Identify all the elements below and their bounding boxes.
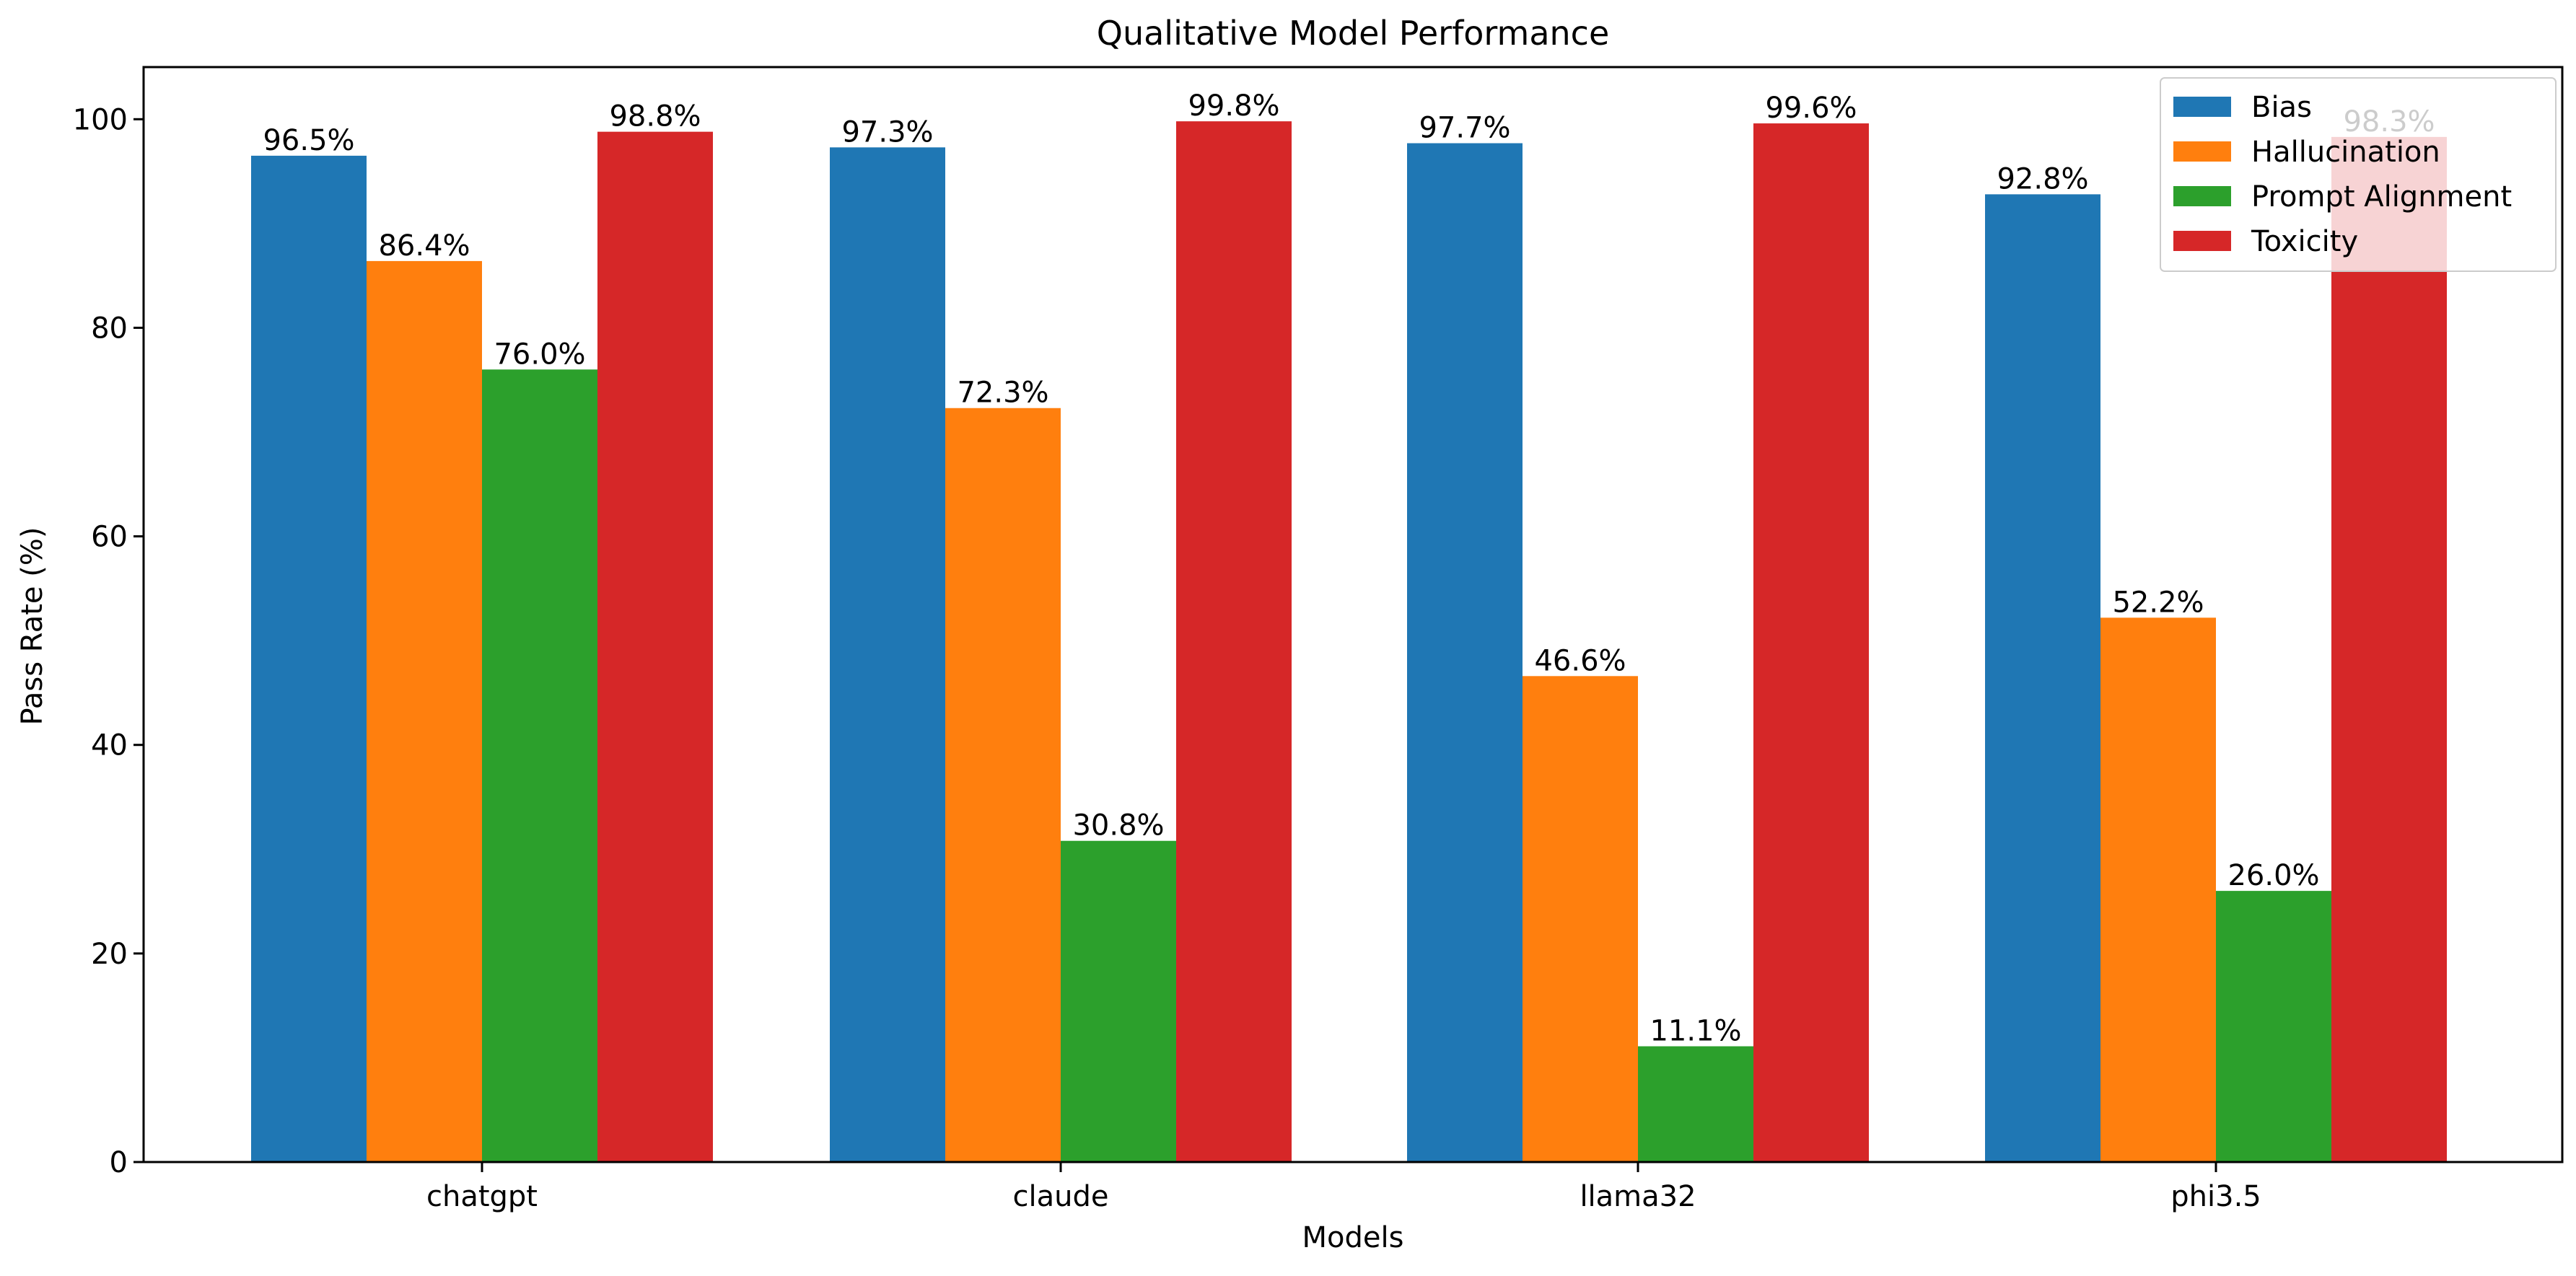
bar-chatgpt-hallucination xyxy=(367,260,482,1163)
x-tick-label: llama32 xyxy=(1580,1180,1696,1213)
bar-value-label: 86.4% xyxy=(378,229,470,263)
legend-label: Bias xyxy=(2251,91,2312,124)
y-tick-label: 0 xyxy=(110,1146,128,1179)
bar-llama32-hallucination xyxy=(1523,676,1638,1162)
bar-claude-hallucination xyxy=(945,408,1061,1163)
bar-labels-layer: 96.5% 97.3% 97.7% 92.8% 86.4% 72.3% 46.6% 52.2%… xyxy=(263,89,2435,1047)
legend-swatch-toxicity xyxy=(2173,231,2231,251)
legend-label: Hallucination xyxy=(2251,136,2440,169)
bar-value-label: 96.5% xyxy=(263,124,354,157)
bar-value-label: 30.8% xyxy=(1072,809,1164,842)
bar-phi3-5-hallucination xyxy=(2100,617,2216,1162)
plot-frame xyxy=(142,66,2564,1163)
y-tick-label: 60 xyxy=(91,521,128,554)
bars-layer xyxy=(251,121,2447,1163)
bar-value-label: 97.7% xyxy=(1419,112,1510,145)
bar-phi3-5-prompt-alignment xyxy=(2216,891,2331,1162)
x-axis-label: Models xyxy=(1302,1221,1404,1254)
bar-phi3-5-bias xyxy=(1985,194,2100,1162)
y-tick-label: 100 xyxy=(73,103,128,136)
bar-chatgpt-prompt-alignment xyxy=(482,369,597,1163)
bar-value-label: 99.8% xyxy=(1188,89,1279,123)
bar-chatgpt-bias xyxy=(251,155,367,1162)
bar-value-label: 52.2% xyxy=(2112,586,2204,619)
bar-claude-prompt-alignment xyxy=(1061,840,1176,1162)
x-axis-ticks: chatgpt claude llama32 phi3.5 xyxy=(426,1162,2261,1213)
bar-value-label: 92.8% xyxy=(1997,162,2088,195)
legend-label: Toxicity xyxy=(2251,225,2358,258)
bar-llama32-toxicity xyxy=(1753,123,1869,1162)
y-tick-label: 80 xyxy=(91,312,128,345)
bar-value-label: 76.0% xyxy=(494,338,585,371)
bar-value-label: 11.1% xyxy=(1650,1015,1741,1048)
legend-swatch-hallucination xyxy=(2173,141,2231,162)
bar-value-label: 72.3% xyxy=(957,377,1048,410)
x-tick-label: claude xyxy=(1013,1180,1109,1213)
legend: Bias Hallucination Prompt Alignment Toxicit… xyxy=(2160,77,2557,272)
bar-value-label: 26.0% xyxy=(2227,859,2319,892)
legend-box xyxy=(2160,77,2557,272)
legend-swatch-prompt-alignment xyxy=(2173,186,2231,206)
bar-llama32-bias xyxy=(1407,143,1523,1163)
bar-value-label: 99.6% xyxy=(1765,92,1857,125)
bar-llama32-prompt-alignment xyxy=(1638,1046,1753,1162)
bar-phi3-5-toxicity xyxy=(2331,136,2447,1163)
y-axis-ticks: 0 20 40 60 80 100 xyxy=(73,103,144,1179)
legend-label: Prompt Alignment xyxy=(2251,180,2512,214)
x-tick-label: chatgpt xyxy=(426,1180,538,1213)
bar-claude-toxicity xyxy=(1176,121,1292,1163)
chart-title: Qualitative Model Performance xyxy=(1097,14,1610,53)
bar-value-label: 97.3% xyxy=(841,115,933,149)
bar-claude-bias xyxy=(830,147,945,1162)
bar-chatgpt-toxicity xyxy=(597,131,713,1163)
bar-value-label: 98.8% xyxy=(609,100,701,133)
y-tick-label: 20 xyxy=(91,938,128,971)
bar-value-label: 46.6% xyxy=(1534,644,1626,677)
y-axis-label: Pass Rate (%) xyxy=(16,527,49,726)
x-tick-label: phi3.5 xyxy=(2170,1180,2261,1213)
legend-swatch-bias xyxy=(2173,97,2231,117)
y-tick-label: 40 xyxy=(91,729,128,762)
